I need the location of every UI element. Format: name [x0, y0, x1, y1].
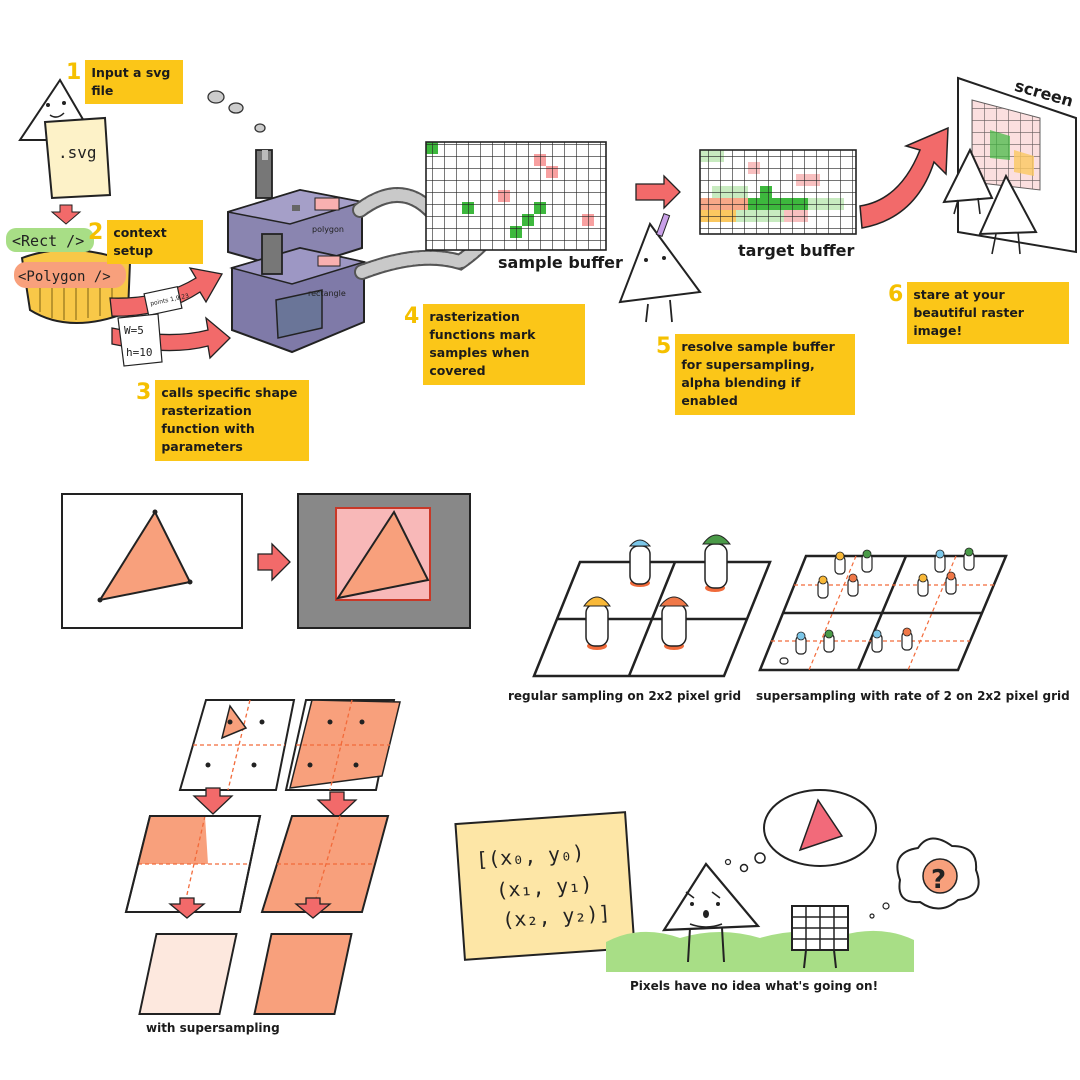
step-3-number: 3: [136, 380, 152, 405]
step-1-text: Input a svg file: [85, 60, 184, 105]
param-h-label: h=10: [126, 346, 153, 359]
param-w-label: W=5: [124, 324, 144, 337]
question-mark-icon: ?: [931, 865, 946, 895]
with-supersampling-caption: with supersampling: [146, 1021, 280, 1035]
pixel-sample-left: [178, 699, 296, 791]
thought-bubble-triangle: [724, 789, 877, 873]
step-3: 3 calls specific shape rasterization fun…: [136, 380, 310, 461]
step-4-text: rasterization functions mark samples whe…: [423, 304, 586, 385]
sample-buffer-label: sample buffer: [498, 253, 623, 272]
step-5-text: resolve sample buffer for supersampling,…: [675, 334, 856, 415]
pixel-coverage-right: [260, 815, 390, 913]
thought-bubble-question: ?: [869, 837, 980, 919]
triangle-frame-after: [297, 493, 471, 629]
step-2-text: context setup: [107, 220, 204, 265]
step-6: 6 stare at your beautiful raster image!: [888, 282, 1070, 345]
svg-document-icon: [43, 116, 112, 200]
triangle-frame-before: [61, 493, 243, 629]
down-arrow-left-1: [192, 787, 234, 815]
rectangle-machine: [229, 233, 367, 354]
resolved-pixel-dark: [253, 933, 353, 1015]
pixel-grid-character: [791, 905, 849, 969]
coordinates-note: [454, 811, 636, 961]
down-arrow-right-1: [316, 791, 358, 819]
target-buffer-grid: [699, 149, 857, 235]
right-arrow-middle: [257, 542, 291, 582]
param-wh-slip: [117, 313, 163, 367]
supersampling-grid: [758, 547, 1008, 672]
right-arrow-icon: [635, 174, 681, 210]
step-4-number: 4: [404, 304, 420, 329]
down-arrow-icon: [50, 204, 82, 225]
step-4: 4 rasterization functions mark samples w…: [404, 304, 586, 385]
curved-arrow-icon: [859, 126, 949, 229]
param-points-slip: [143, 285, 183, 317]
svg-file-label: .svg: [58, 143, 97, 162]
polygon-tag-badge: [14, 262, 126, 288]
polygon-tag-label: <Polygon />: [18, 269, 111, 285]
down-arrow-left-2: [168, 897, 206, 919]
smoke-puffs: [207, 90, 266, 133]
step-6-number: 6: [888, 282, 904, 307]
step-3-text: calls specific shape rasterization funct…: [155, 380, 310, 461]
supersampling-caption: supersampling with rate of 2 on 2x2 pixe…: [756, 689, 1070, 703]
step-5-number: 5: [656, 334, 672, 359]
rect-tag-badge: [6, 228, 94, 252]
triangle-character-middle: [618, 212, 702, 323]
pixel-coverage-left: [124, 815, 262, 913]
screen-panel: [957, 76, 1077, 254]
regular-sampling-caption: regular sampling on 2x2 pixel grid: [508, 689, 741, 703]
triangle-character-bottom: [661, 862, 761, 963]
grass-ground: [606, 930, 914, 972]
down-arrow-right-2: [294, 897, 332, 919]
rect-tag-label: <Rect />: [12, 232, 84, 250]
target-buffer-label: target buffer: [738, 241, 855, 260]
step-2-number: 2: [88, 220, 104, 245]
machine-rectangle-label: rectangle: [308, 289, 346, 298]
step-1: 1 Input a svg file: [66, 60, 184, 105]
step-1-number: 1: [66, 60, 82, 85]
step-5: 5 resolve sample buffer for supersamplin…: [656, 334, 856, 415]
pixel-sample-right: [284, 699, 401, 791]
triangle-characters-screen: [942, 147, 1038, 255]
resolved-pixel-light: [138, 933, 238, 1015]
step-2: 2 context setup: [88, 220, 204, 265]
machine-polygon-label: polygon: [312, 225, 344, 234]
step-6-text: stare at your beautiful raster image!: [907, 282, 1070, 345]
triangle-character-top: [18, 78, 112, 200]
regular-sampling-grid: [532, 534, 772, 678]
pixels-caption: Pixels have no idea what's going on!: [630, 979, 878, 993]
sample-buffer-grid: [425, 141, 607, 251]
